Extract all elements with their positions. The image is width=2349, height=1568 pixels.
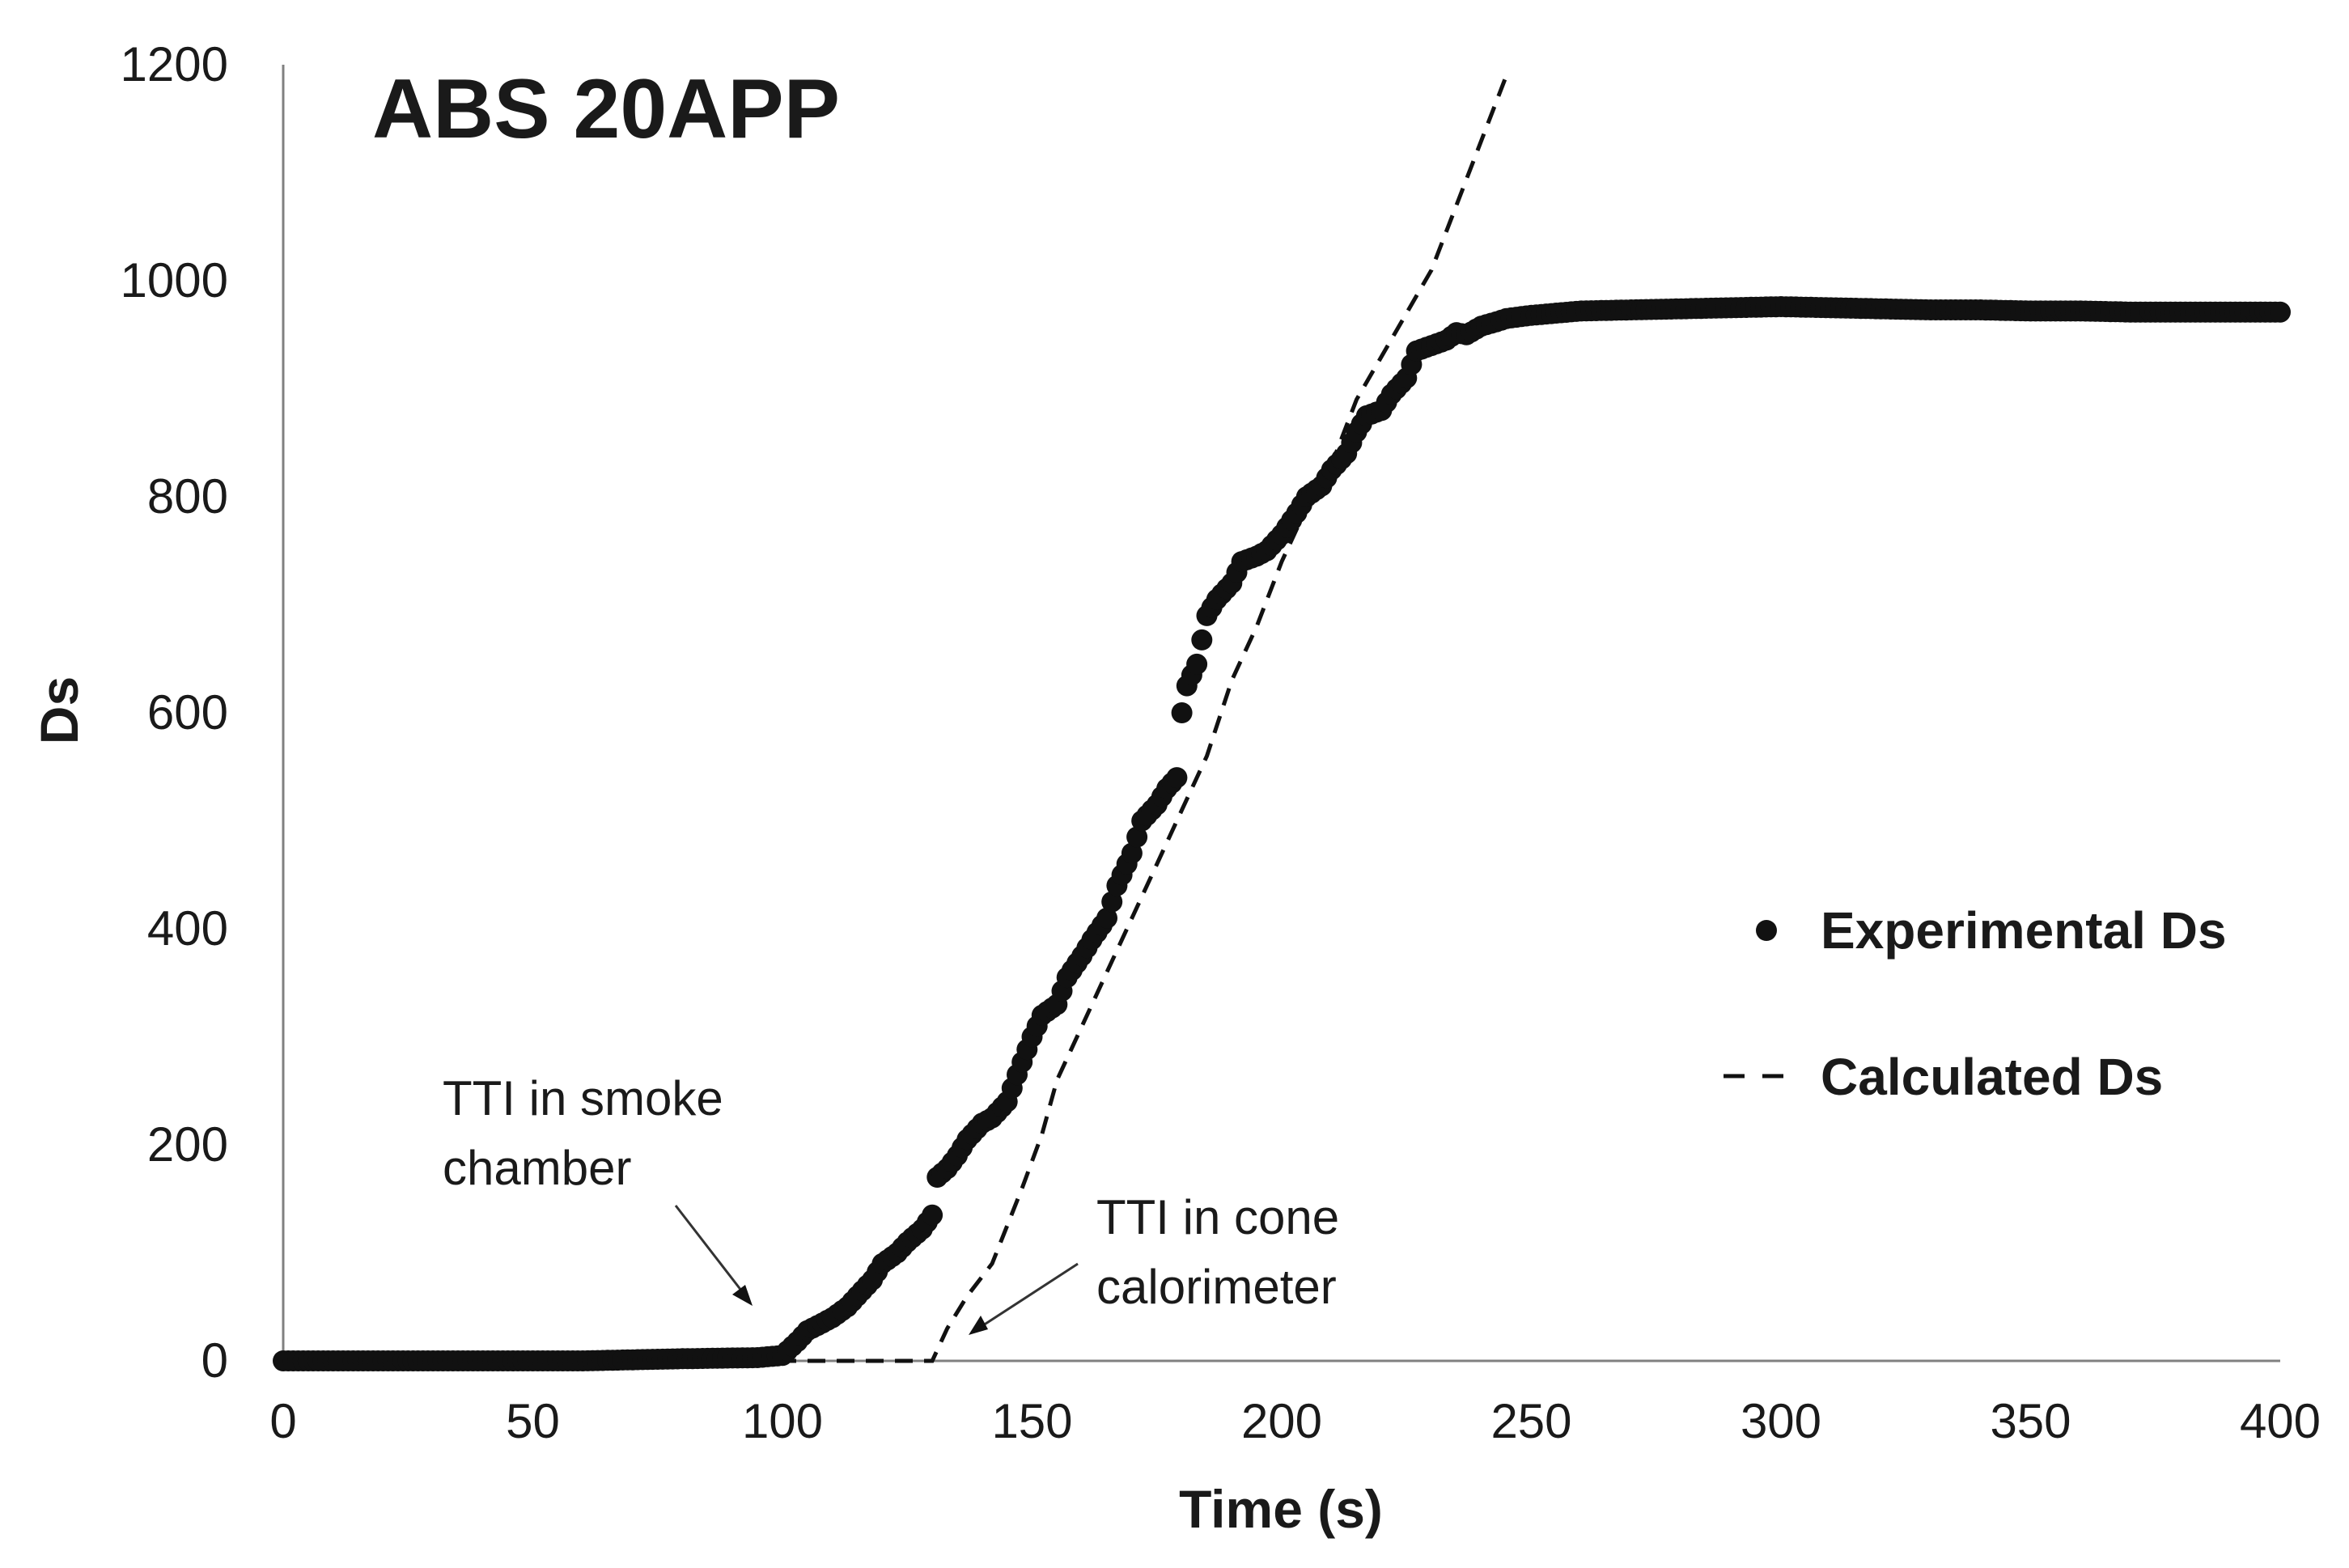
- x-tick-label: 50: [506, 1394, 560, 1448]
- legend-label-calculated: Calculated Ds: [1821, 1048, 2163, 1106]
- x-tick-label: 300: [1741, 1394, 1821, 1448]
- x-tick-label: 100: [742, 1394, 823, 1448]
- annotation-arrow-line: [674, 1205, 746, 1295]
- annotation-smoke-chamber: TTI in smoke chamber: [443, 1071, 723, 1195]
- y-tick-label: 400: [147, 901, 228, 956]
- legend-label-experimental: Experimental Ds: [1821, 901, 2227, 960]
- y-axis-title: Ds: [29, 676, 89, 744]
- y-tick-label: 200: [147, 1117, 228, 1172]
- y-tick-label: 800: [147, 469, 228, 523]
- x-tick-label: 250: [1490, 1394, 1571, 1448]
- annotation-line: TTI in smoke: [443, 1071, 723, 1125]
- x-tick-label: 350: [1990, 1394, 2071, 1448]
- x-tick-label: 200: [1241, 1394, 1322, 1448]
- experimental-ds-series: [273, 296, 2291, 1371]
- x-axis-title: Time (s): [1179, 1479, 1383, 1539]
- legend: Experimental Ds Calculated Ds: [1724, 901, 2227, 1106]
- annotation-arrowhead: [732, 1285, 753, 1306]
- y-tick-label: 1200: [121, 37, 228, 91]
- annotation-line: chamber: [443, 1141, 631, 1195]
- y-tick-label: 0: [201, 1333, 228, 1388]
- experimental-ds-point: [1101, 891, 1123, 913]
- x-tick-label: 150: [991, 1394, 1072, 1448]
- calculated-ds-line: [283, 74, 1509, 1363]
- y-tick-label: 1000: [121, 253, 228, 307]
- experimental-ds-point: [1186, 653, 1208, 675]
- x-tick-label: 0: [269, 1394, 296, 1448]
- x-tick-label: 400: [2240, 1394, 2321, 1448]
- experimental-ds-point: [2270, 301, 2291, 323]
- experimental-ds-point: [1096, 907, 1117, 929]
- tick-labels: 0 50 100 150 200 250 300 350 400 0 200 400 600 800 100…: [121, 37, 2321, 1448]
- experimental-ds-point: [1171, 702, 1193, 723]
- legend-marker-experimental: [1756, 920, 1777, 941]
- experimental-ds-point: [1121, 842, 1143, 864]
- y-tick-label: 600: [147, 685, 228, 740]
- annotation-cone-calorimeter: TTI in cone calorimeter: [1096, 1190, 1339, 1314]
- annotation-line: calorimeter: [1096, 1260, 1337, 1314]
- calculated-ds-series: [283, 74, 1509, 1363]
- chart-title: ABS 20APP: [372, 62, 840, 156]
- annotation-arrow-line: [980, 1262, 1079, 1329]
- experimental-ds-point: [1191, 629, 1213, 651]
- annotation-arrowhead: [969, 1316, 988, 1335]
- experimental-ds-point: [922, 1204, 943, 1226]
- experimental-ds-point: [1126, 826, 1148, 848]
- experimental-ds-point: [1166, 767, 1188, 789]
- annotation-line: TTI in cone: [1096, 1190, 1339, 1244]
- annotations: TTI in smoke chamber TTI in cone calorimete…: [443, 1071, 1339, 1335]
